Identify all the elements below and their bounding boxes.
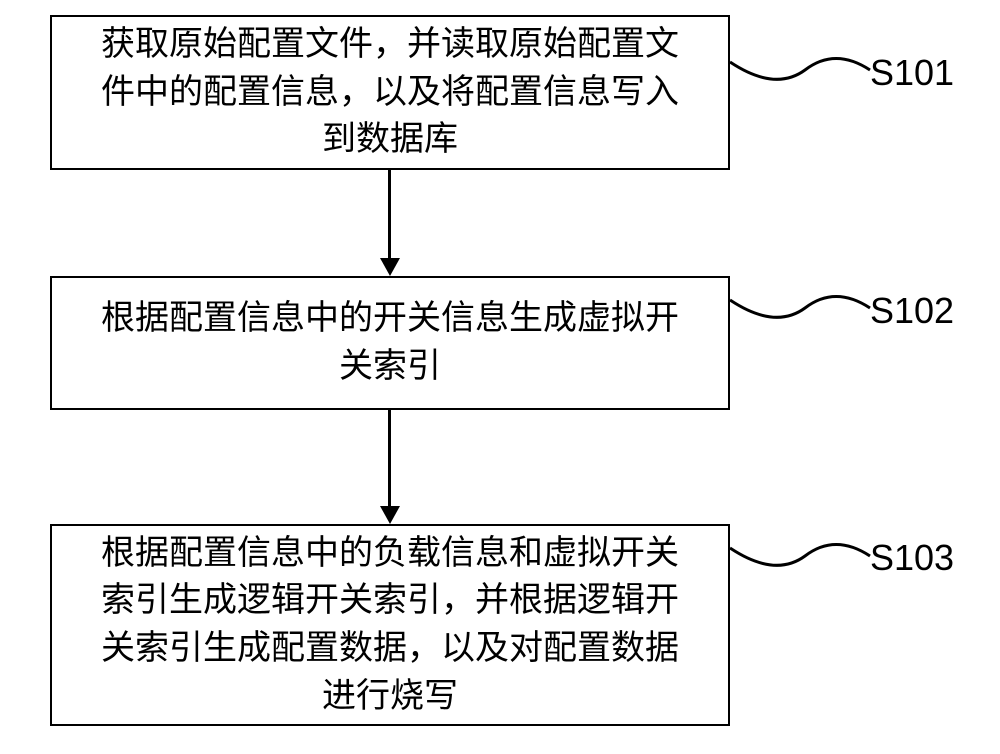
flow-box-1: 获取原始配置文件，并读取原始配置文件中的配置信息，以及将配置信息写入到数据库 — [50, 15, 730, 170]
arrow-line-2 — [388, 410, 391, 506]
step-label-3: S103 — [870, 537, 954, 579]
flow-box-3-text: 根据配置信息中的负载信息和虚拟开关索引生成逻辑开关索引，并根据逻辑开关索引生成配… — [101, 530, 679, 720]
flow-box-1-text: 获取原始配置文件，并读取原始配置文件中的配置信息，以及将配置信息写入到数据库 — [101, 21, 679, 164]
arrow-head-2 — [380, 506, 400, 524]
flow-box-2: 根据配置信息中的开关信息生成虚拟开关索引 — [50, 276, 730, 410]
step-label-1: S101 — [870, 52, 954, 94]
connector-curve-2 — [730, 280, 875, 330]
arrow-head-1 — [380, 258, 400, 276]
step-label-2: S102 — [870, 290, 954, 332]
flow-box-3: 根据配置信息中的负载信息和虚拟开关索引生成逻辑开关索引，并根据逻辑开关索引生成配… — [50, 524, 730, 726]
connector-curve-3 — [730, 528, 875, 578]
connector-curve-1 — [730, 42, 875, 92]
flowchart-container: 获取原始配置文件，并读取原始配置文件中的配置信息，以及将配置信息写入到数据库 S… — [0, 0, 1000, 754]
arrow-line-1 — [388, 170, 391, 258]
flow-box-2-text: 根据配置信息中的开关信息生成虚拟开关索引 — [101, 295, 679, 390]
